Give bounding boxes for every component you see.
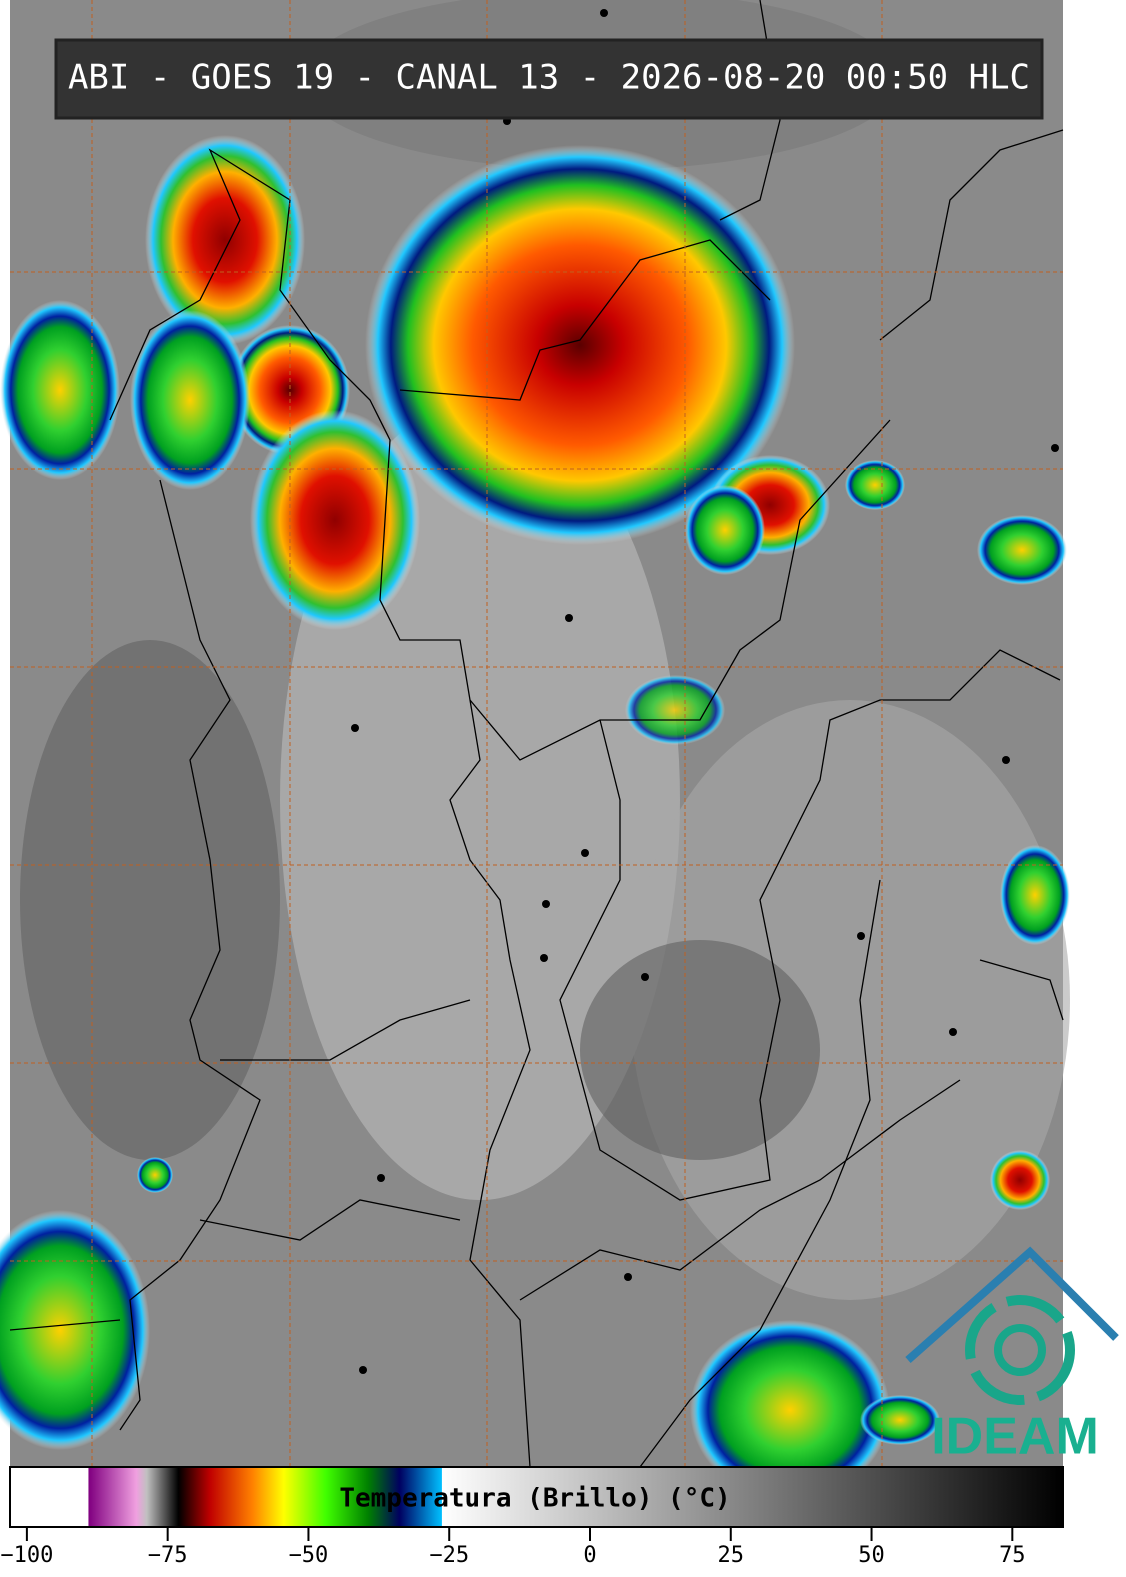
colorbar-tick-label: −75 <box>148 1543 188 1568</box>
satellite-image <box>0 0 1070 1500</box>
colorbar-tick-label: −50 <box>289 1543 329 1568</box>
colorbar-tick-label: −25 <box>429 1543 469 1568</box>
colorbar-tick-label: 25 <box>718 1543 745 1568</box>
title: ABI - GOES 19 - CANAL 13 - 2026-08-20 00… <box>68 58 1030 98</box>
ideam-logo: IDEAM <box>905 1246 1119 1466</box>
colorbar-tick-label: 75 <box>999 1543 1026 1568</box>
colorbar-tick-label: −100 <box>0 1543 53 1568</box>
colorbar-label: Temperatura (Brillo) (°C) <box>339 1484 730 1514</box>
title-box <box>54 38 1044 120</box>
logo-text: IDEAM <box>931 1408 1099 1466</box>
colorbar <box>9 1466 1064 1528</box>
colorbar-tick-label: 0 <box>583 1543 596 1568</box>
colorbar-tick-label: 50 <box>858 1543 885 1568</box>
